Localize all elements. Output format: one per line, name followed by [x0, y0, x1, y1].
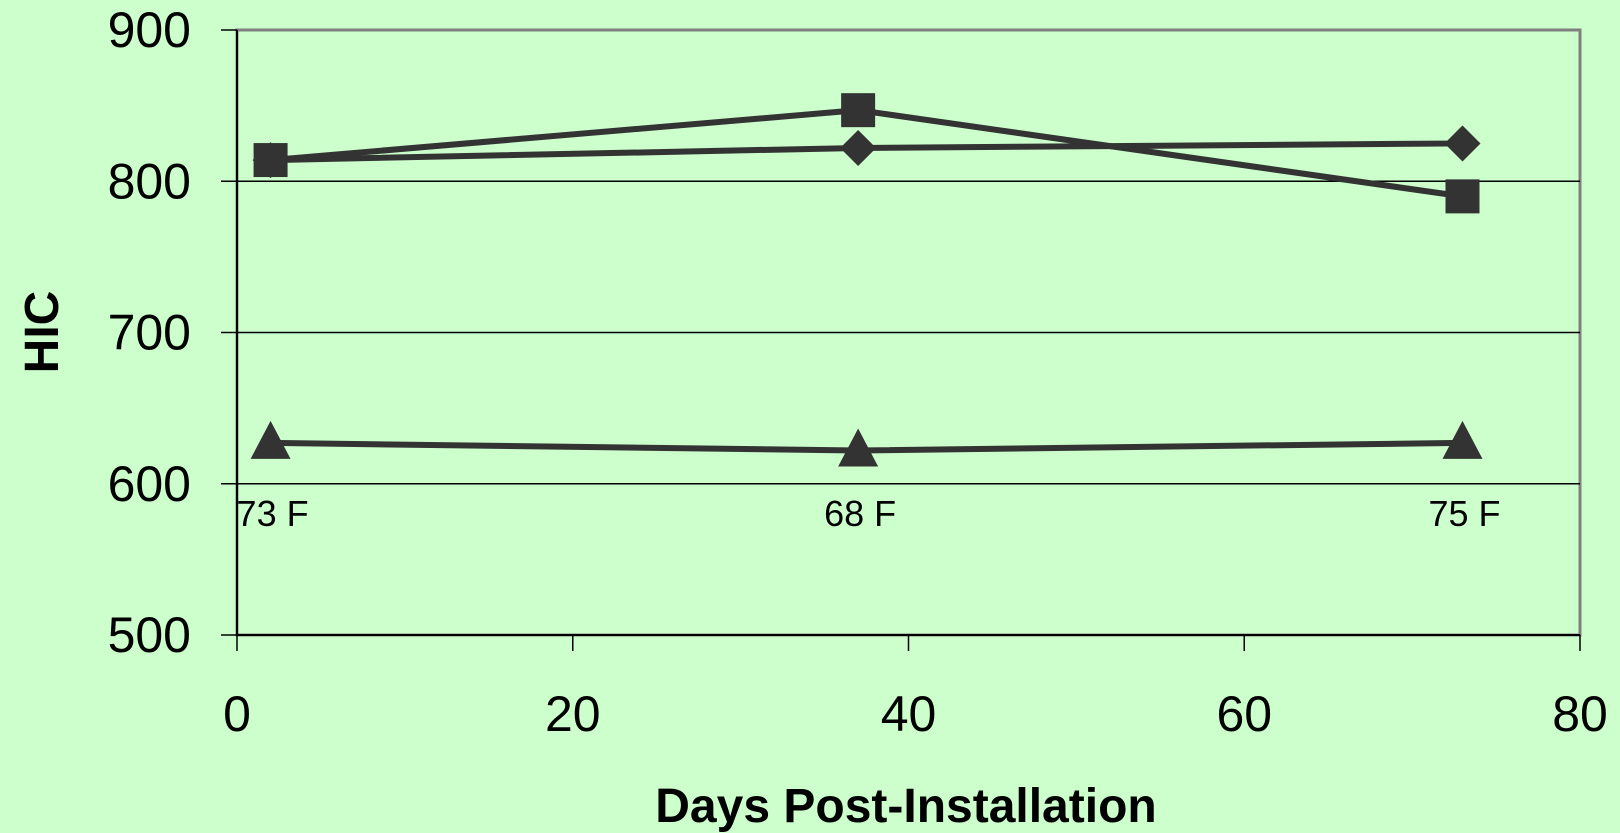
series-group [250, 93, 1483, 467]
data-point-triangle [838, 428, 879, 467]
x-tick-label: 0 [223, 686, 251, 742]
data-point-square [1445, 179, 1480, 214]
y-tick-label: 600 [108, 456, 191, 512]
data-point-square [253, 143, 288, 178]
data-point-diamond [840, 129, 877, 166]
annotations: 73 F 68 F 75 F [237, 493, 1501, 534]
x-tick-label: 80 [1552, 686, 1608, 742]
temperature-annotation: 73 F [237, 493, 309, 534]
data-point-triangle [250, 420, 291, 459]
data-point-diamond [1444, 125, 1481, 162]
axes: 500 600 700 800 900 0 20 40 60 80 [108, 2, 1608, 742]
temperature-annotation: 75 F [1428, 493, 1500, 534]
y-tick-label: 700 [108, 305, 191, 361]
y-tick-label: 500 [108, 607, 191, 663]
y-tick-label: 900 [108, 2, 191, 58]
x-axis-title: Days Post-Installation [655, 780, 1156, 833]
x-tick-label: 40 [881, 686, 937, 742]
x-tick-label: 60 [1216, 686, 1272, 742]
temperature-annotation: 68 F [824, 493, 896, 534]
x-tick-label: 20 [545, 686, 601, 742]
y-axis-title: HIC [16, 291, 69, 374]
data-point-triangle [1442, 420, 1483, 459]
data-point-square [841, 93, 876, 128]
y-tick-label: 800 [108, 153, 191, 209]
